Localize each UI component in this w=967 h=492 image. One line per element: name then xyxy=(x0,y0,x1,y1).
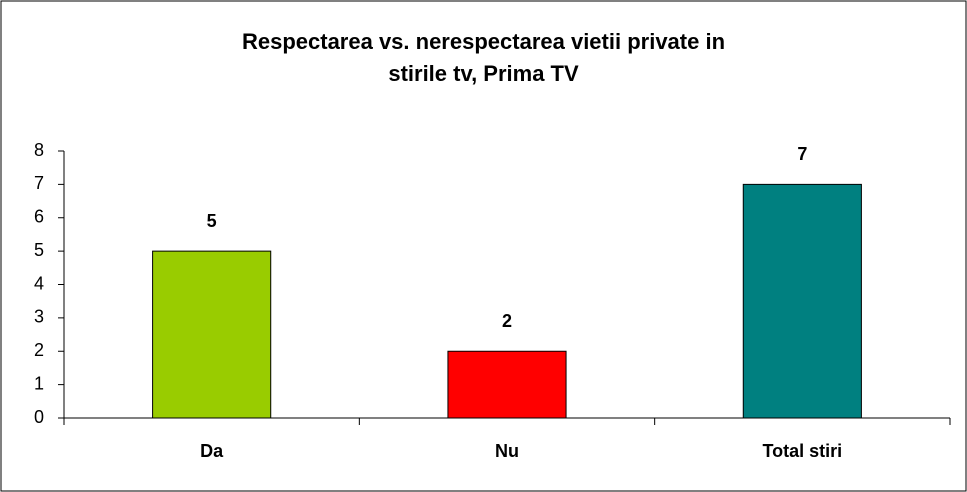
y-tick-label: 3 xyxy=(34,307,44,327)
bar xyxy=(742,183,862,419)
data-label: 7 xyxy=(797,144,807,164)
y-tick-label: 1 xyxy=(34,373,44,393)
chart-title: Respectarea vs. nerespectarea vietii pri… xyxy=(241,29,726,86)
y-tick-label: 2 xyxy=(34,340,44,360)
x-tick-label: Nu xyxy=(495,441,519,461)
x-tick-label: Total stiri xyxy=(762,441,842,461)
bar xyxy=(152,250,272,419)
bar xyxy=(447,350,567,419)
y-tick-label: 8 xyxy=(34,140,44,160)
y-tick-label: 6 xyxy=(34,207,44,227)
data-label: 5 xyxy=(207,211,217,231)
y-tick-label: 7 xyxy=(34,173,44,193)
y-tick-label: 0 xyxy=(34,407,44,427)
data-label: 2 xyxy=(502,311,512,331)
y-tick-label: 4 xyxy=(34,273,44,293)
y-tick-label: 5 xyxy=(34,240,44,260)
x-tick-label: Da xyxy=(200,441,224,461)
